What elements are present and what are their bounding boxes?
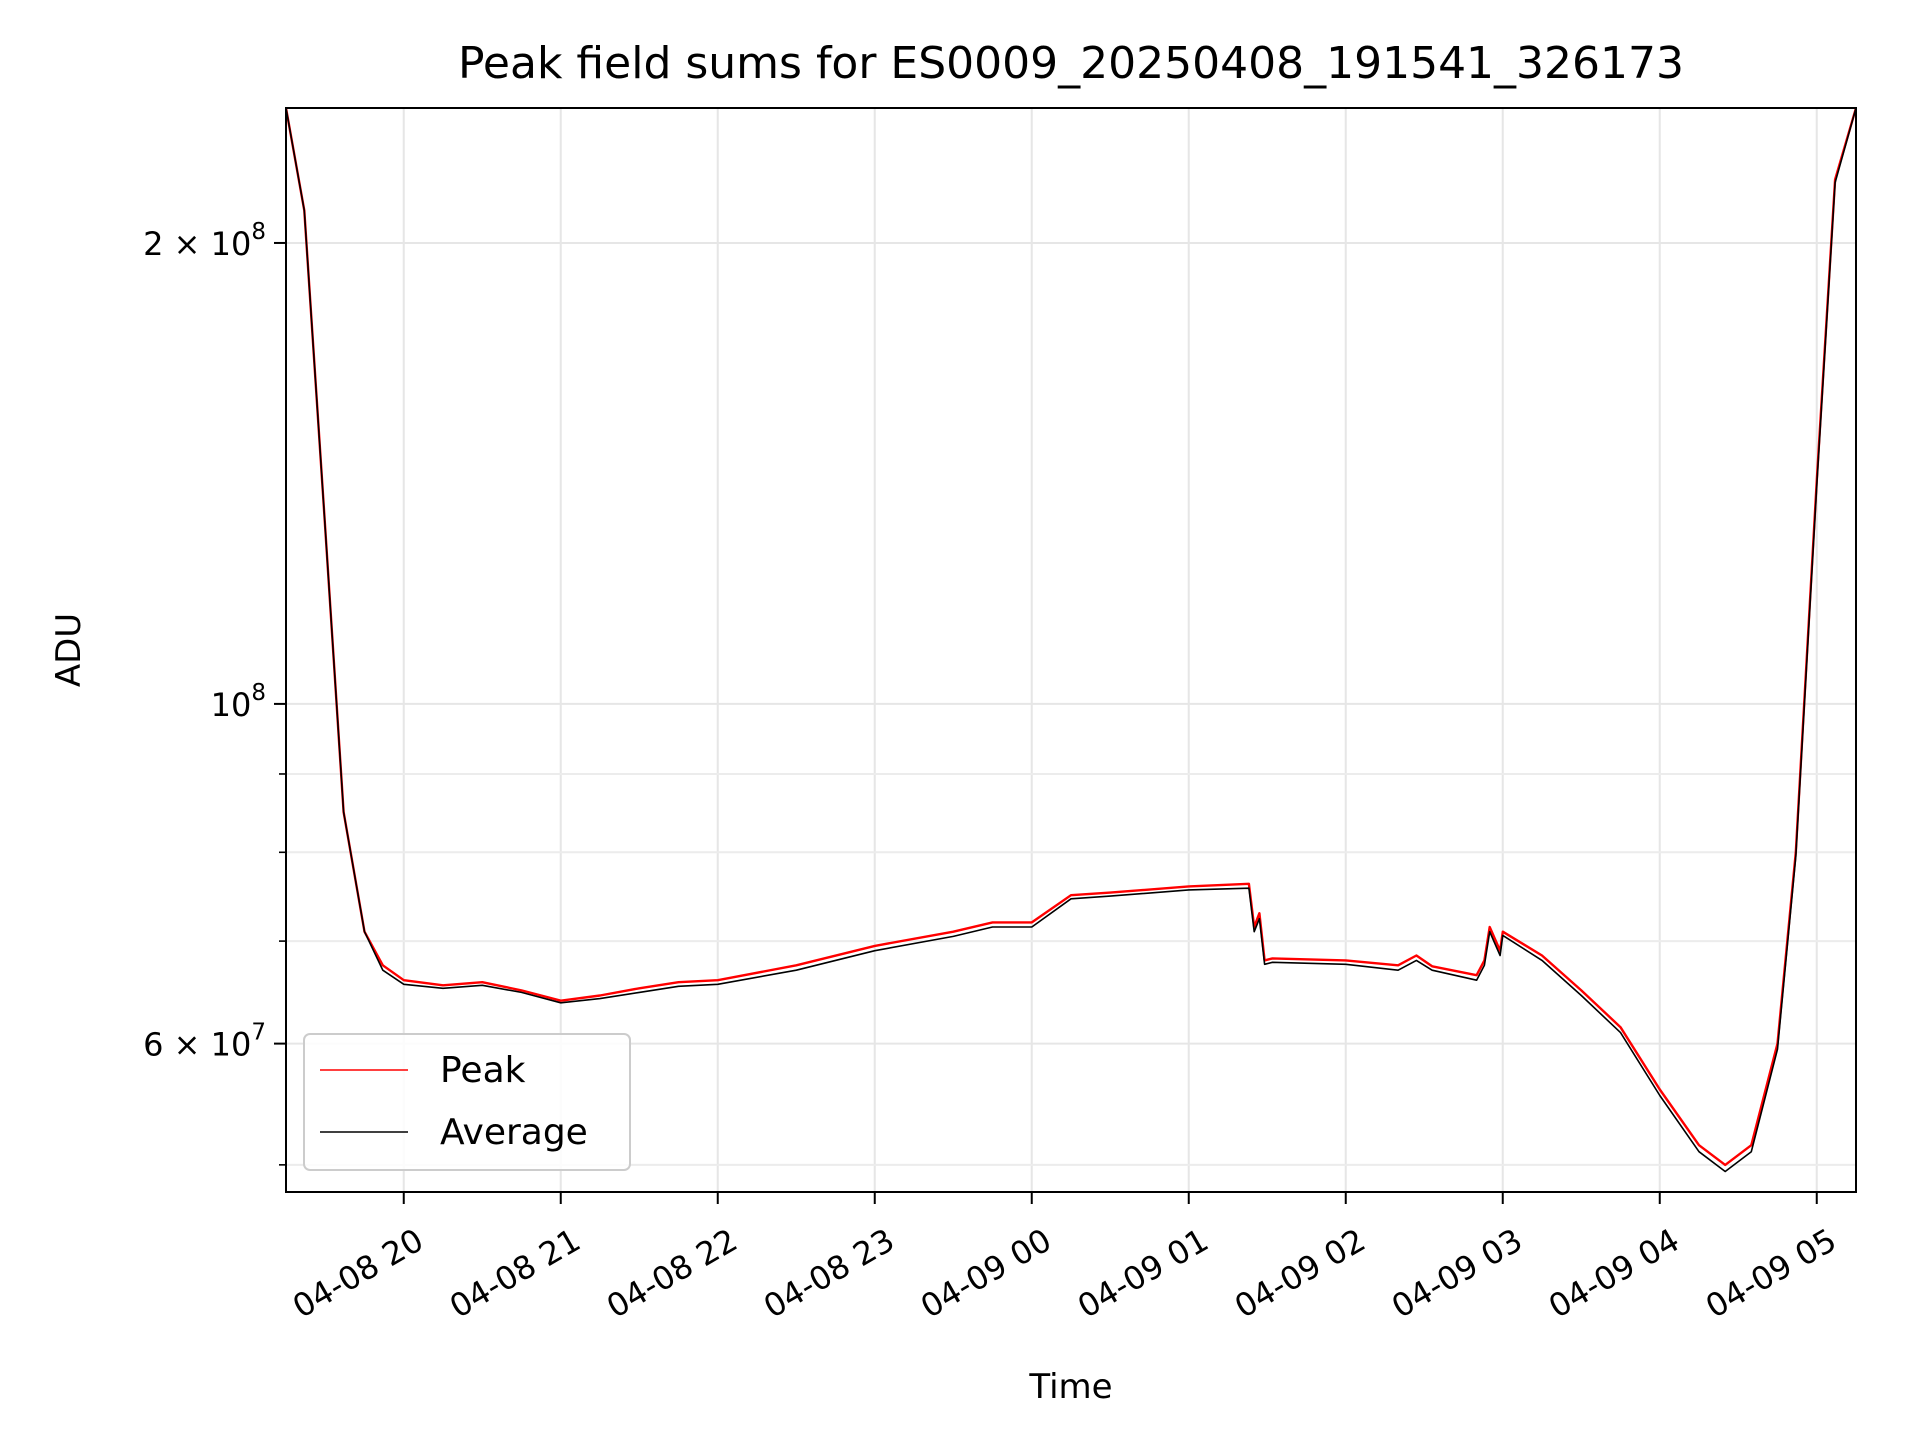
legend-label-average: Average xyxy=(440,1112,588,1153)
legend-box xyxy=(303,1033,631,1171)
legend-label-peak: Peak xyxy=(440,1050,526,1091)
y-tick-label: 108 xyxy=(211,680,266,724)
y-tick-label: 2 × 108 xyxy=(143,219,266,263)
chart-title: Peak field sums for ES0009_20250408_1915… xyxy=(458,38,1684,89)
x-axis-label: Time xyxy=(1028,1367,1112,1407)
series-layer xyxy=(286,108,1856,1173)
y-axis-label: ADU xyxy=(49,613,89,687)
plot-frame xyxy=(285,107,1857,1193)
series-line-average xyxy=(286,108,1856,1173)
legend: Peak Average xyxy=(303,1033,631,1171)
y-tick-label: 6 × 107 xyxy=(143,1020,266,1064)
